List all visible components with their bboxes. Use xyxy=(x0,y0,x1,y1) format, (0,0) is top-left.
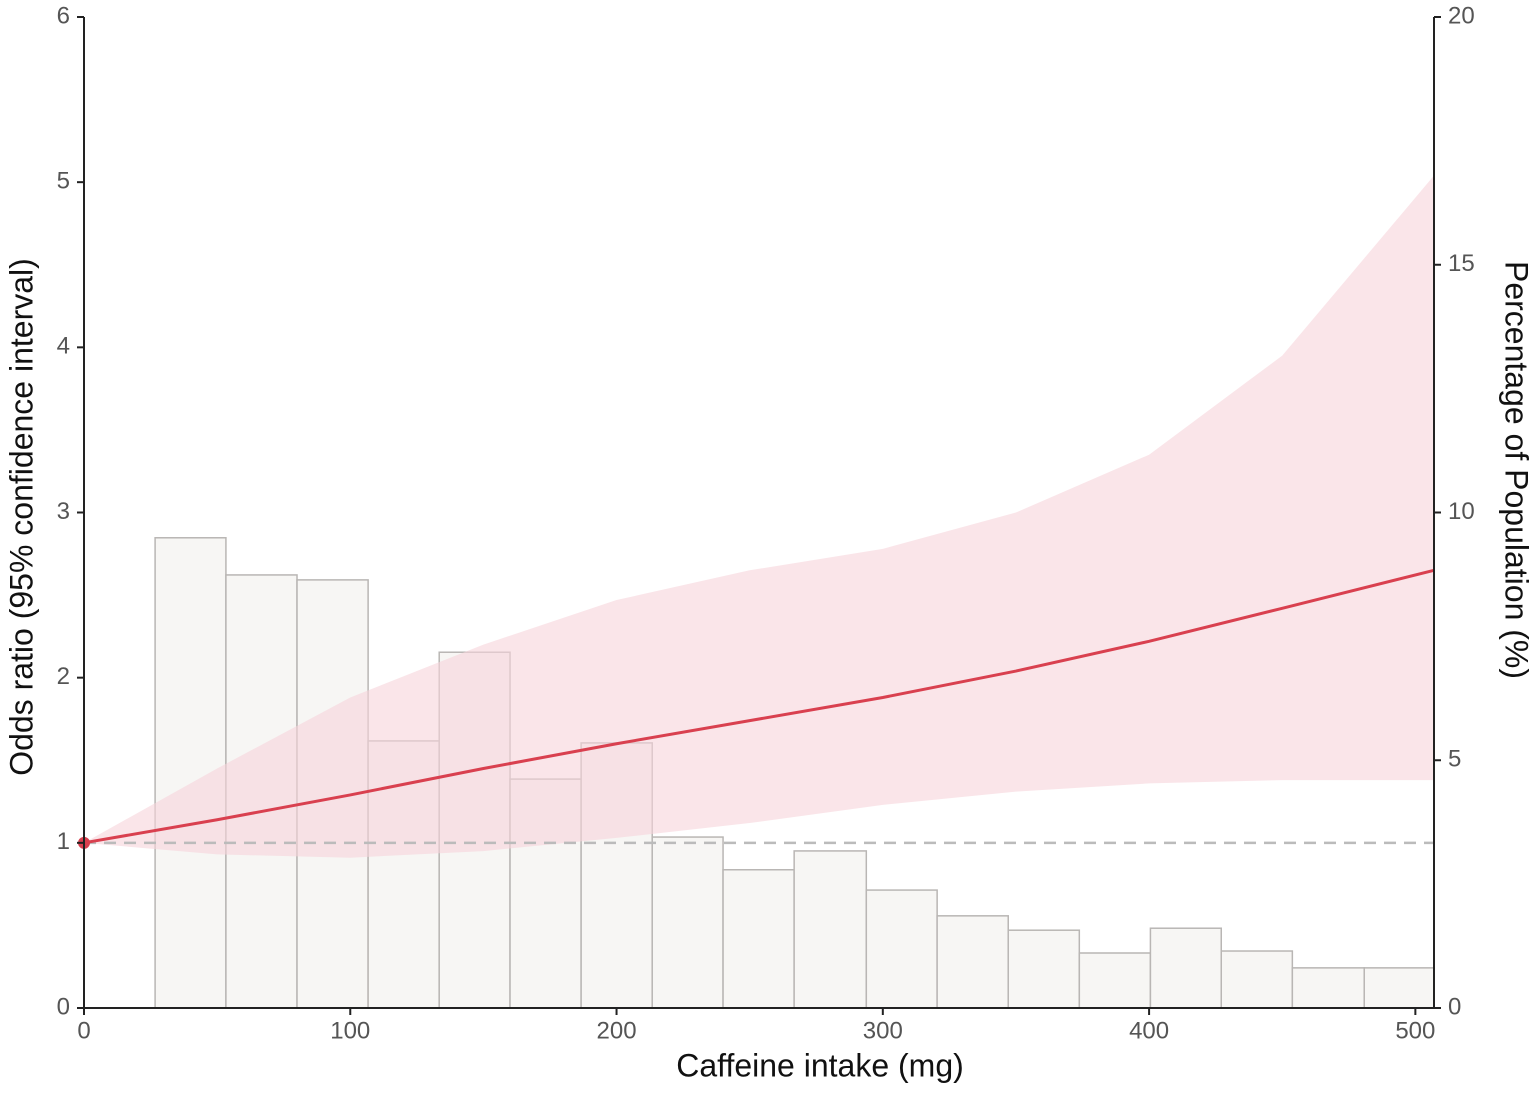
x-tick-label: 400 xyxy=(1129,1017,1169,1044)
histogram-bar xyxy=(793,850,868,1009)
x-tick-label: 300 xyxy=(863,1017,903,1044)
y2-tick-label: 5 xyxy=(1448,746,1461,773)
histogram-bar xyxy=(722,869,795,1009)
y2-tick-label: 20 xyxy=(1448,2,1475,29)
x-axis-title: Caffeine intake (mg) xyxy=(676,1047,964,1083)
y2-tick-label: 15 xyxy=(1448,250,1475,277)
x-tick-label: 500 xyxy=(1395,1017,1435,1044)
histogram-bar xyxy=(1291,967,1365,1009)
y-tick-label: 6 xyxy=(57,2,70,29)
y-tick-label: 3 xyxy=(57,498,70,525)
odds-ratio-line xyxy=(83,568,1435,845)
histogram-bar xyxy=(1007,929,1081,1009)
y-axis-title: Odds ratio (95% confidence interval) xyxy=(3,258,39,776)
y2-axis-title: Percentage of Population (%) xyxy=(1499,261,1535,679)
histogram-bar xyxy=(1078,952,1152,1009)
y-tick-label: 5 xyxy=(57,168,70,195)
y-tick-label: 2 xyxy=(57,663,70,690)
y2-tick-label: 0 xyxy=(1448,993,1461,1020)
histogram-bar xyxy=(1220,950,1294,1009)
histogram-bar xyxy=(936,915,1009,1009)
y-tick-label: 4 xyxy=(57,333,70,360)
x-tick-label: 100 xyxy=(330,1017,370,1044)
histogram-bar xyxy=(1149,927,1222,1009)
y2-tick-label: 10 xyxy=(1448,498,1475,525)
histogram-bar xyxy=(865,889,938,1009)
x-tick-label: 0 xyxy=(77,1017,90,1044)
y-tick-label: 1 xyxy=(57,828,70,855)
histogram-bar xyxy=(651,836,724,1009)
histogram-bar xyxy=(1363,967,1435,1009)
y-tick-label: 0 xyxy=(57,993,70,1020)
confidence-band xyxy=(84,175,1434,858)
x-tick-label: 200 xyxy=(597,1017,637,1044)
